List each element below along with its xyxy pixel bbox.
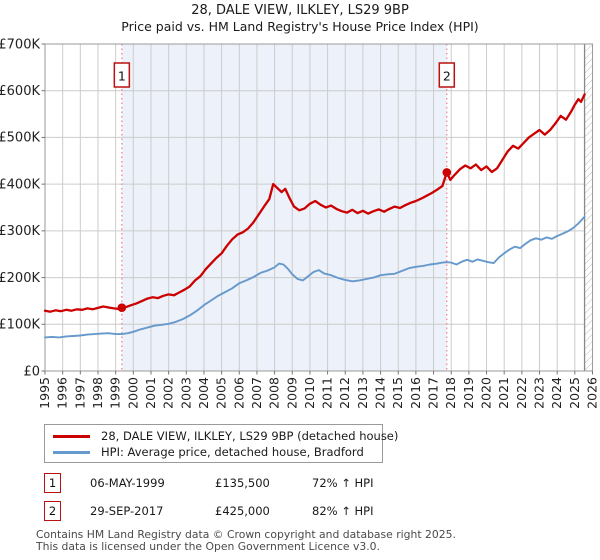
sale-flag-box-2 <box>438 62 456 88</box>
x-axis-tick-label: 2012 <box>337 377 352 409</box>
x-axis-tick-label: 2023 <box>532 377 547 409</box>
sale-price-2: £425,000 <box>215 504 270 518</box>
x-axis-tick-label: 2020 <box>479 377 494 409</box>
sale-flag-box-1 <box>113 62 131 88</box>
sale-vs-hpi-1: 72% ↑ HPI <box>312 476 374 490</box>
series-hpi-line <box>44 215 586 339</box>
y-axis-tick-label: £300K <box>0 224 40 239</box>
x-axis-tick-label: 2010 <box>302 377 317 409</box>
y-axis-tick-label: £100K <box>0 318 40 333</box>
x-axis-tick-label: 2025 <box>567 377 582 409</box>
x-axis-tick-label: 2004 <box>196 377 211 409</box>
x-axis-tick-label: 1996 <box>55 377 70 409</box>
sale-price-1: £135,500 <box>215 476 270 490</box>
x-axis-tick-label: 2022 <box>514 377 529 409</box>
series-property-price-line <box>43 93 586 313</box>
legend-label-property: 28, DALE VIEW, ILKLEY, LS29 9BP (detache… <box>101 429 399 443</box>
x-axis-tick-label: 2017 <box>426 377 441 409</box>
sale-flag-number-2: 2 <box>443 69 451 84</box>
x-axis-tick-label: 1998 <box>90 377 105 409</box>
y-axis-tick-label: £200K <box>0 271 40 286</box>
x-axis-tick-label: 2011 <box>320 377 335 409</box>
x-axis-tick-label: 2015 <box>390 377 405 409</box>
legend: 28, DALE VIEW, ILKLEY, LS29 9BP (detache… <box>44 424 398 463</box>
x-axis-tick-label: 2001 <box>143 377 158 409</box>
x-axis-tick-label: 2016 <box>408 377 423 409</box>
x-axis-tick-label: 2005 <box>214 377 229 409</box>
sale-number-badge-2: 2 <box>44 501 61 521</box>
sale-annotation-2: 2 29-SEP-2017 £425,000 82% ↑ HPI <box>0 501 600 525</box>
y-axis-tick-label: £700K <box>0 37 40 52</box>
page-title: 28, DALE VIEW, ILKLEY, LS29 9BP <box>191 3 409 18</box>
sale-annotation-1: 1 06-MAY-1999 £135,500 72% ↑ HPI <box>0 473 600 497</box>
y-axis-tick-label: £0 <box>23 364 40 379</box>
x-axis-tick-label: 2024 <box>549 377 564 409</box>
y-axis-tick-label: £600K <box>0 84 40 99</box>
sale-date-1: 06-MAY-1999 <box>90 476 165 490</box>
sale-vs-hpi-2: 82% ↑ HPI <box>312 504 374 518</box>
x-axis-tick-label: 2018 <box>443 377 458 409</box>
legend-line-hpi-swatch <box>53 450 90 454</box>
footer-line-1: Contains HM Land Registry data © Crown c… <box>36 528 456 541</box>
y-axis-tick-label: £400K <box>0 177 40 192</box>
future-no-data-hatch <box>584 44 593 371</box>
y-axis-tick-label: £500K <box>0 131 40 146</box>
x-axis-tick-label: 2002 <box>161 377 176 409</box>
x-axis-tick-label: 2006 <box>231 377 246 409</box>
x-axis-tick-label: 2026 <box>585 377 600 409</box>
x-axis-tick-label: 1999 <box>108 377 123 409</box>
plot-border <box>44 43 593 372</box>
x-axis-tick-label: 2014 <box>373 377 388 409</box>
sale-number-badge-1: 1 <box>44 473 61 493</box>
footer-line-2: This data is licensed under the Open Gov… <box>36 539 380 553</box>
price-history-chart: 1 2 £0 £100K £200K £300K £400K £500K £600K £700K 1… <box>0 37 600 409</box>
legend-row-property: 28, DALE VIEW, ILKLEY, LS29 9BP (detache… <box>45 428 398 444</box>
license-footer: Contains HM Land Registry data © Crown c… <box>36 529 456 553</box>
legend-line-property-swatch <box>53 434 90 438</box>
sale-point-1 <box>117 303 127 313</box>
x-axis-tick-label: 2000 <box>125 377 140 409</box>
sale-date-2: 29-SEP-2017 <box>90 504 164 518</box>
sale-point-2 <box>442 168 452 177</box>
sale-flag-number-1: 1 <box>118 69 126 84</box>
x-axis-tick-label: 2007 <box>249 377 264 409</box>
x-axis-tick-label: 1997 <box>72 377 87 409</box>
legend-row-hpi: HPI: Average price, detached house, Brad… <box>45 444 382 460</box>
x-axis-tick-label: 2003 <box>178 377 193 409</box>
x-axis-tick-label: 2019 <box>461 377 476 409</box>
x-axis-tick-label: 1995 <box>37 377 52 409</box>
x-axis-tick-label: 2009 <box>284 377 299 409</box>
x-axis-tick-label: 2013 <box>355 377 370 409</box>
x-axis-tick-label: 2021 <box>496 377 511 409</box>
x-axis-tick-label: 2008 <box>267 377 282 409</box>
legend-label-hpi: HPI: Average price, detached house, Brad… <box>101 445 364 459</box>
page-subtitle: Price paid vs. HM Land Registry's House … <box>121 19 479 34</box>
